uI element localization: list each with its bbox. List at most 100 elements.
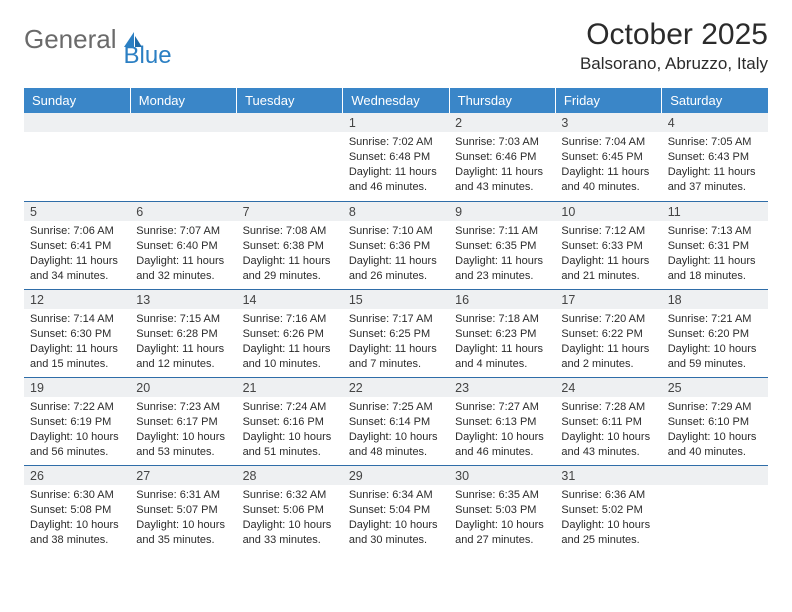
daylight-line: Daylight: 10 hours and 30 minutes. <box>349 518 443 548</box>
day-number: 13 <box>130 289 236 309</box>
sunset-label: Sunset: <box>243 328 280 340</box>
weekday-header: Wednesday <box>343 88 449 113</box>
sunset-label: Sunset: <box>30 416 67 428</box>
sunrise-value: 7:29 AM <box>711 401 751 413</box>
sunrise-line: Sunrise: 7:27 AM <box>455 400 549 415</box>
day-info: Sunrise: 7:24 AM Sunset: 6:16 PMDaylight:… <box>237 399 343 459</box>
sunrise-value: 7:18 AM <box>499 313 539 325</box>
sunset-label: Sunset: <box>243 504 280 516</box>
day-info: Sunrise: 7:03 AMSunset: 6:46 PMDaylight:… <box>449 134 555 194</box>
sunrise-value: 7:23 AM <box>180 401 220 413</box>
sunrise-line: Sunrise: 7:02 AM <box>349 135 443 150</box>
calendar-cell: 29Sunrise: 6:34 AMSunset: 5:04 PMDayligh… <box>343 465 449 553</box>
title-block: October 2025 Balsorano, Abruzzo, Italy <box>580 18 768 74</box>
brand-logo: General Blue <box>24 24 146 55</box>
sunrise-line: Sunrise: 7:25 AM <box>349 400 443 415</box>
sunset-value: 6:14 PM <box>389 416 430 428</box>
calendar-cell <box>237 113 343 201</box>
sunrise-line: Sunrise: 6:36 AM <box>561 488 655 503</box>
sunset-label: Sunset: <box>561 240 598 252</box>
daylight-line: Daylight: 10 hours and 27 minutes. <box>455 518 549 548</box>
sunrise-value: 7:17 AM <box>392 313 432 325</box>
day-number: 19 <box>24 377 130 397</box>
sunrise-label: Sunrise: <box>561 489 601 501</box>
day-info: Sunrise: 7:28 AMSunset: 6:11 PMDaylight:… <box>555 399 661 459</box>
sunset-line: Sunset: 6:13 PM <box>455 415 549 430</box>
sunset-line: Sunset: 6:46 PM <box>455 150 549 165</box>
weekday-header: Thursday <box>449 88 555 113</box>
daylight-label: Daylight: <box>455 255 498 267</box>
sunset-line: Sunset: 5:02 PM <box>561 503 655 518</box>
sunrise-line: Sunrise: 7:06 AM <box>30 224 124 239</box>
sunrise-value: 7:02 AM <box>392 136 432 148</box>
day-info: Sunrise: 6:34 AMSunset: 5:04 PMDaylight:… <box>343 487 449 547</box>
sunset-line: Sunset: 5:07 PM <box>136 503 230 518</box>
calendar-cell: 7Sunrise: 7:08 AMSunset: 6:38 PMDaylight… <box>237 201 343 289</box>
sunrise-label: Sunrise: <box>243 225 283 237</box>
calendar-cell: 9 Sunrise: 7:11 AM Sunset: 6:35 PMDaylight… <box>449 201 555 289</box>
sunrise-value: 7:08 AM <box>286 225 326 237</box>
calendar-cell: 23Sunrise: 7:27 AMSunset: 6:13 PMDayligh… <box>449 377 555 465</box>
sunrise-label: Sunrise: <box>668 225 708 237</box>
sunrise-label: Sunrise: <box>136 489 176 501</box>
sunset-label: Sunset: <box>243 240 280 252</box>
sunrise-value: 7:20 AM <box>605 313 645 325</box>
sunset-label: Sunset: <box>30 328 67 340</box>
sunset-value: 6:16 PM <box>283 416 324 428</box>
calendar-week: 19Sunrise: 7:22 AMSunset: 6:19 PMDayligh… <box>24 377 768 465</box>
sunrise-value: 7:13 AM <box>711 225 751 237</box>
sunrise-line: Sunrise: 6:31 AM <box>136 488 230 503</box>
sunrise-label: Sunrise: <box>349 313 389 325</box>
sunrise-line: Sunrise: 7:14 AM <box>30 312 124 327</box>
sunset-value: 6:35 PM <box>496 240 537 252</box>
sunrise-value: 7:12 AM <box>605 225 645 237</box>
daylight-label: Daylight: <box>30 431 73 443</box>
calendar-cell: 22Sunrise: 7:25 AMSunset: 6:14 PMDayligh… <box>343 377 449 465</box>
sunset-value: 6:23 PM <box>496 328 537 340</box>
sunrise-label: Sunrise: <box>349 401 389 413</box>
sunset-label: Sunset: <box>561 504 598 516</box>
sunset-line: Sunset: 6:16 PM <box>243 415 337 430</box>
sunset-line: Sunset: 6:17 PM <box>136 415 230 430</box>
daylight-label: Daylight: <box>668 166 711 178</box>
sunrise-label: Sunrise: <box>349 489 389 501</box>
sunrise-label: Sunrise: <box>455 225 495 237</box>
sunrise-value: 7:24 AM <box>286 401 326 413</box>
sunset-line: Sunset: 6:20 PM <box>668 327 762 342</box>
calendar-cell: 1Sunrise: 7:02 AMSunset: 6:48 PMDaylight… <box>343 113 449 201</box>
sunset-line: Sunset: 6:25 PM <box>349 327 443 342</box>
day-number: 9 <box>449 201 555 221</box>
daylight-line: Daylight: 11 hours and 18 minutes. <box>668 254 762 284</box>
sunset-label: Sunset: <box>136 504 173 516</box>
sunrise-value: 7:27 AM <box>499 401 539 413</box>
sunrise-value: 7:25 AM <box>392 401 432 413</box>
sunset-line: Sunset: 6:41 PM <box>30 239 124 254</box>
sunset-value: 6:31 PM <box>708 240 749 252</box>
daylight-line: Daylight: 11 hours and 40 minutes. <box>561 165 655 195</box>
sunset-label: Sunset: <box>561 416 598 428</box>
sunset-line: Sunset: 6:30 PM <box>30 327 124 342</box>
sunset-label: Sunset: <box>455 504 492 516</box>
page-title: October 2025 <box>580 18 768 52</box>
daylight-line: Daylight: 11 hours and 26 minutes. <box>349 254 443 284</box>
calendar-cell <box>24 113 130 201</box>
day-info: Sunrise: 7:27 AMSunset: 6:13 PMDaylight:… <box>449 399 555 459</box>
day-info: Sunrise: 7:12 AMSunset: 6:33 PMDaylight:… <box>555 223 661 283</box>
daylight-line: Daylight: 10 hours and 33 minutes. <box>243 518 337 548</box>
day-info: Sunrise: 7:11 AM Sunset: 6:35 PMDaylight:… <box>449 223 555 283</box>
sunset-value: 5:08 PM <box>70 504 111 516</box>
daylight-line: Daylight: 11 hours and 23 minutes. <box>455 254 549 284</box>
sunrise-line: Sunrise: 7:22 AM <box>30 400 124 415</box>
day-number: 1 <box>343 113 449 132</box>
calendar-cell: 10Sunrise: 7:12 AMSunset: 6:33 PMDayligh… <box>555 201 661 289</box>
sunrise-value: 7:21 AM <box>711 313 751 325</box>
day-number: 3 <box>555 113 661 132</box>
sunrise-value: 7:11 AM <box>499 225 539 237</box>
calendar-cell: 17Sunrise: 7:20 AMSunset: 6:22 PMDayligh… <box>555 289 661 377</box>
sunrise-line: Sunrise: 7:05 AM <box>668 135 762 150</box>
sunrise-label: Sunrise: <box>243 401 283 413</box>
sunset-line: Sunset: 6:35 PM <box>455 239 549 254</box>
day-number: 18 <box>662 289 768 309</box>
daylight-label: Daylight: <box>243 431 286 443</box>
brand-part1: General <box>24 24 117 55</box>
